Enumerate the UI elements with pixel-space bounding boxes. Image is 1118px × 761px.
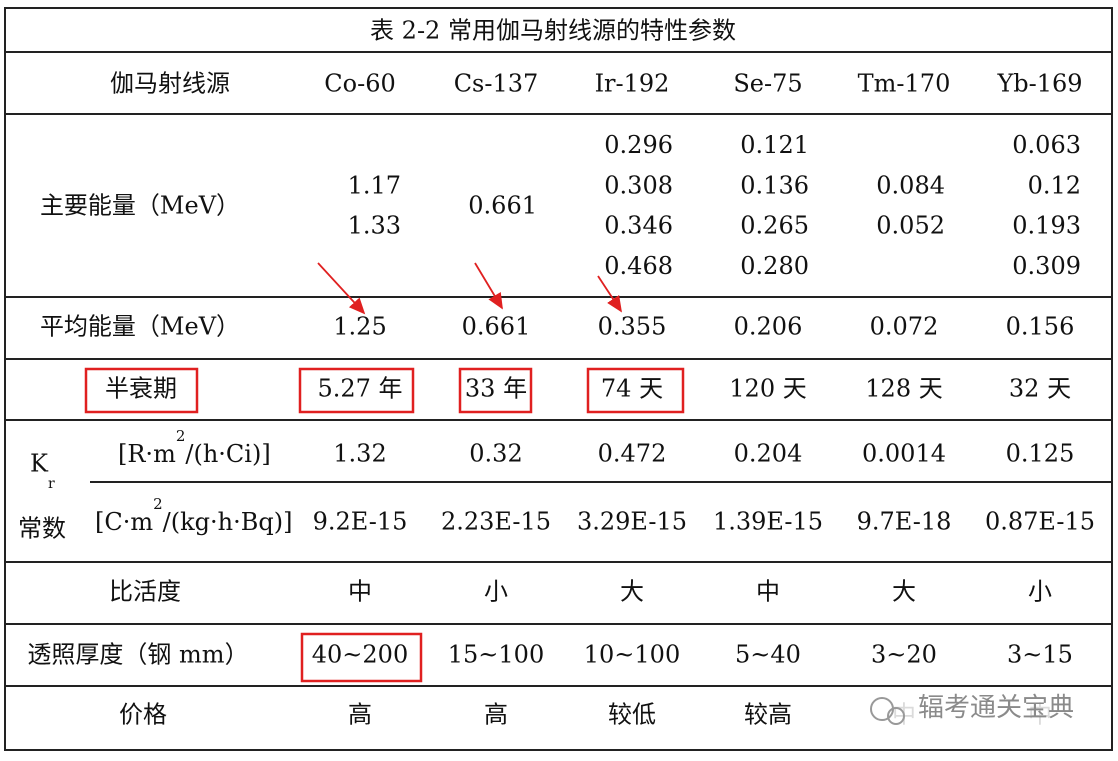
highlight-box: [458, 367, 533, 414]
cell: 中: [348, 578, 372, 606]
cell: 大: [620, 578, 644, 606]
cell: 高: [348, 701, 372, 729]
row-label: 主要能量（MeV）: [40, 192, 240, 220]
row-label: 半衰期: [105, 375, 177, 403]
kr-subscript: r: [48, 476, 55, 492]
energy-value: 0.296: [604, 131, 673, 159]
cell: 0.661: [462, 313, 531, 341]
cell: 1.25: [333, 313, 386, 341]
unit-part: /(kg·h·Bq)]: [163, 508, 293, 536]
header-cell: Yb-169: [996, 70, 1082, 98]
energy-value: 0.084: [876, 171, 945, 199]
highlight-box: [84, 367, 199, 414]
energy-value: 0.661: [468, 192, 537, 220]
cell: 128 天: [865, 375, 942, 403]
highlight-box: [586, 367, 685, 414]
energy-value: 0.193: [1012, 212, 1081, 240]
row-label: 比活度: [109, 578, 181, 606]
energy-value: 0.136: [740, 171, 809, 199]
energy-value: 0.308: [604, 171, 673, 199]
cell: 9.7E-18: [857, 508, 952, 536]
row-label: 价格: [119, 701, 167, 729]
cell: 2.23E-15: [441, 508, 551, 536]
cell: 大: [892, 578, 916, 606]
unit-part: [C·m: [95, 508, 153, 536]
unit-sup: 2: [176, 427, 186, 445]
energy-value: 0.121: [740, 131, 809, 159]
energy-value: 0.280: [740, 252, 809, 280]
cell: 1.39E-15: [713, 508, 823, 536]
highlights: [84, 262, 685, 683]
unit-sup: 2: [153, 495, 163, 513]
cell: 3~15: [1007, 641, 1073, 669]
cell: 0.125: [1006, 440, 1075, 468]
table-border: [4, 7, 1113, 751]
cell: 高: [484, 701, 508, 729]
cell: 0.472: [598, 440, 667, 468]
row-label: 透照厚度（钢 mm）: [27, 641, 248, 669]
cell: 0.206: [734, 313, 803, 341]
header-cell: 伽马射线源: [110, 70, 230, 98]
unit-label: [R·m2/(h·Ci)]: [118, 427, 271, 468]
cell: 0.072: [870, 313, 939, 341]
cell: 小: [1028, 578, 1052, 606]
header-cell: Co-60: [324, 70, 395, 98]
cell: 9.2E-15: [313, 508, 408, 536]
cell: 0.0014: [862, 440, 946, 468]
watermark-icon: [887, 707, 905, 725]
energy-value: 0.468: [604, 252, 673, 280]
cell: 5.27 年: [317, 375, 402, 403]
cell: 15~100: [448, 641, 544, 669]
cell: 较高: [744, 701, 792, 729]
cell: 3~20: [871, 641, 937, 669]
row-label: 平均能量（MeV）: [40, 313, 240, 341]
watermark-text: 辐考通关宝典: [918, 693, 1074, 723]
cell: 中: [756, 578, 780, 606]
header-cell: Ir-192: [595, 70, 670, 98]
cell: 3.29E-15: [577, 508, 687, 536]
cell: 0.87E-15: [985, 508, 1095, 536]
cell: 0.156: [1006, 313, 1075, 341]
energy-value: 1.33: [348, 212, 401, 240]
energy-value: 1.17: [348, 171, 401, 199]
highlight-box: [298, 367, 415, 414]
energy-value: 0.063: [1012, 131, 1081, 159]
cells: 伽马射线源 Co-60 Cs-137 Ir-192 Se-75 Tm-170 Yb-169 主…: [18, 70, 1095, 729]
arrow: [317, 262, 366, 315]
arrow: [597, 275, 622, 313]
highlight-box: [300, 632, 423, 683]
unit-part: /(h·Ci)]: [185, 440, 270, 468]
cell: 120 天: [729, 375, 806, 403]
cell: 0.204: [734, 440, 803, 468]
energy-value: 0.309: [1012, 252, 1081, 280]
cell: 40~200: [312, 641, 408, 669]
energy-value: 0.052: [876, 212, 945, 240]
unit-part: [R·m: [118, 440, 176, 468]
cell: 1.32: [333, 440, 386, 468]
cell: 74 天: [601, 375, 663, 403]
cell: 0.355: [598, 313, 667, 341]
cell: 小: [484, 578, 508, 606]
header-cell: Cs-137: [454, 70, 539, 98]
energy-value: 0.12: [1028, 171, 1081, 199]
cell: 5~40: [735, 641, 801, 669]
cell: 32 天: [1009, 375, 1071, 403]
energy-value: 0.346: [604, 212, 673, 240]
arrow: [474, 262, 503, 310]
energy-value: 0.265: [740, 212, 809, 240]
header-cell: Tm-170: [858, 70, 951, 98]
kr-word: 常数: [18, 515, 66, 543]
watermark: 辐考通关宝典: [862, 690, 1092, 730]
kr-symbol: K: [30, 450, 49, 478]
table-title: 表 2-2 常用伽马射线源的特性参数: [370, 17, 736, 45]
cell: 较低: [608, 701, 656, 729]
unit-label: [C·m2/(kg·h·Bq)]: [95, 495, 292, 536]
cell: 33 年: [465, 375, 527, 403]
cell: 0.32: [469, 440, 522, 468]
cell: 10~100: [584, 641, 680, 669]
header-cell: Se-75: [733, 70, 802, 98]
